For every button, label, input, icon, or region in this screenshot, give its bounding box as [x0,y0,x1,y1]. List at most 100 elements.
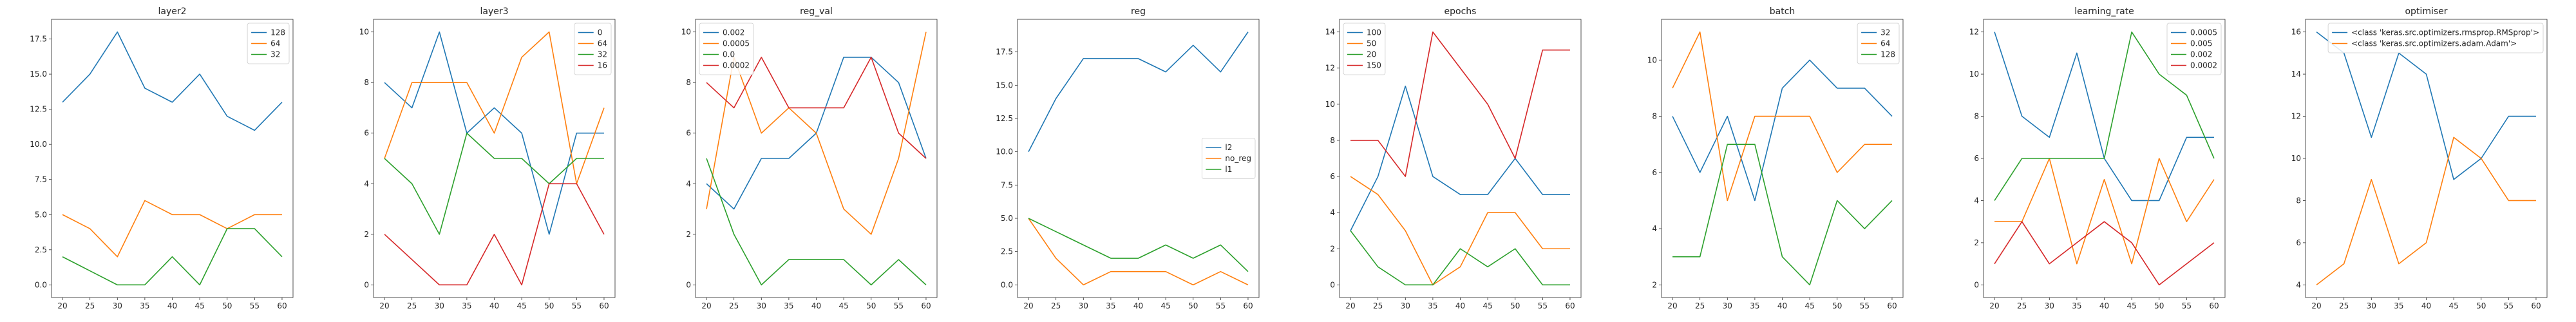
x-tick-label: 50 [2154,301,2164,310]
x-tick-label: 25 [1695,301,1705,310]
x-tick-label: 35 [1428,301,1437,310]
subplot-epochs: epochs 20 25 30 35 40 45 50 55 60 0 2 4 6 8 10 12 14 100 50… [1325,6,1582,310]
y-tick-label: 6 [1652,168,1657,177]
plot-frame [1983,19,2226,298]
x-tick-label: 60 [921,301,931,310]
plot-frame [1017,19,1260,298]
legend-label: 0 [598,28,603,37]
series-line-1 [706,32,927,235]
x-tick-label: 35 [1106,301,1115,310]
x-tick-label: 30 [1079,301,1088,310]
y-tick-label: 10.0 [30,140,47,149]
x-tick-label: 60 [599,301,609,310]
y-tick-label: 10 [359,28,369,37]
x-tick-label: 45 [1482,301,1492,310]
x-tick-label: 60 [1243,301,1253,310]
y-tick-label: 2 [1652,280,1657,289]
series-line-2 [62,228,283,286]
y-tick-label: 4 [1330,208,1335,217]
y-tick-label: 5.0 [1001,214,1013,223]
x-tick-label: 55 [1538,301,1548,310]
x-tick-label: 55 [2504,301,2514,310]
legend-box [2327,23,2544,53]
y-tick-label: 2 [1330,244,1335,253]
legend: l2 no_reg l1 [1201,138,1256,179]
series-line-0 [2316,32,2536,180]
x-tick-label: 40 [1133,301,1143,310]
y-tick-label: 0 [686,280,691,289]
legend-label: 32 [1880,28,1890,37]
x-tick-label: 25 [2017,301,2027,310]
series-line-0 [1028,32,1249,153]
y-tick-label: 10.0 [996,147,1013,156]
y-tick-label: 10 [1647,55,1657,64]
legend-label: 20 [1367,50,1376,59]
x-tick-label: 60 [277,301,287,310]
series-line-1 [62,200,282,258]
y-tick-label: 12 [2291,112,2301,121]
y-tick-label: 8 [2296,196,2301,205]
subplot-title: epochs [1444,6,1477,17]
series-line-0 [62,31,283,131]
y-tick-label: 5.0 [35,210,47,219]
legend-label: 0.0002 [2190,61,2217,70]
legend-label: 0.0005 [723,39,750,48]
legend-box [699,23,754,75]
y-tick-label: 0 [1330,280,1335,289]
subplot-title: reg_val [800,6,833,17]
plot-frame [2305,19,2548,298]
legend-label: 0.002 [723,28,744,37]
x-tick-label: 40 [2421,301,2431,310]
plot-frame [1339,19,1582,298]
y-tick-label: 2.5 [35,245,47,254]
x-tick-label: 30 [1723,301,1732,310]
series-line-3 [1994,221,2215,286]
subplot-batch: batch 20 25 30 35 40 45 50 55 60 2 4 6 8 10 32 64 128 [1647,6,1904,310]
subplot-title: learning_rate [2074,6,2134,17]
x-tick-label: 40 [489,301,499,310]
x-tick-label: 40 [1455,301,1465,310]
legend-label: no_reg [1225,154,1251,163]
subplot-layer3: layer3 20 25 30 35 40 45 50 55 60 0 2 4 6 8 10 0 64 32 16 [359,6,616,310]
y-tick-label: 10 [1969,70,1979,79]
x-tick-label: 25 [729,301,739,310]
series-line-3 [706,57,927,159]
series-line-2 [1672,144,1893,286]
x-tick-label: 30 [1401,301,1410,310]
x-tick-label: 30 [2367,301,2376,310]
legend-label: 128 [270,28,285,37]
y-tick-label: 7.5 [1001,180,1013,189]
y-tick-label: 17.5 [996,48,1013,57]
y-tick-label: 14 [2291,70,2301,79]
legend-label: 64 [598,39,607,48]
y-tick-label: 7.5 [35,175,47,184]
x-tick-label: 20 [1023,301,1033,310]
legend: 100 50 20 150 [1343,23,1386,75]
legend-label: 150 [1367,61,1381,70]
subplot-title: batch [1770,6,1795,17]
series-line-2 [1350,230,1570,286]
plot-frame [373,19,616,298]
series-line-0 [1350,85,1570,231]
x-tick-label: 45 [2448,301,2458,310]
x-tick-label: 45 [838,301,848,310]
x-tick-label: 50 [1188,301,1198,310]
y-tick-label: 15.0 [996,80,1013,90]
x-tick-label: 30 [2045,301,2054,310]
y-tick-label: 6 [686,129,691,138]
series-line-1 [1350,176,1570,286]
y-tick-label: 10 [2291,154,2301,163]
x-tick-label: 45 [1160,301,1170,310]
x-tick-label: 50 [1510,301,1520,310]
x-tick-label: 55 [572,301,582,310]
y-tick-label: 2 [1974,238,1979,247]
subplot-title: layer3 [480,6,508,17]
legend: 128 64 32 [247,23,290,64]
x-tick-label: 35 [140,301,149,310]
y-tick-label: 10 [681,28,691,37]
y-tick-label: 8 [1652,112,1657,121]
x-tick-label: 60 [2531,301,2541,310]
legend-label: 16 [598,61,607,70]
series-line-1 [2316,137,2536,285]
subplot-title: optimiser [2405,6,2447,17]
